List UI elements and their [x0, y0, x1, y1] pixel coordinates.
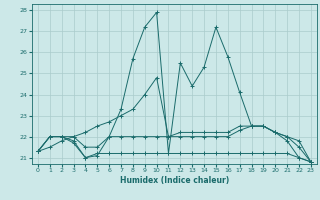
X-axis label: Humidex (Indice chaleur): Humidex (Indice chaleur)	[120, 176, 229, 185]
